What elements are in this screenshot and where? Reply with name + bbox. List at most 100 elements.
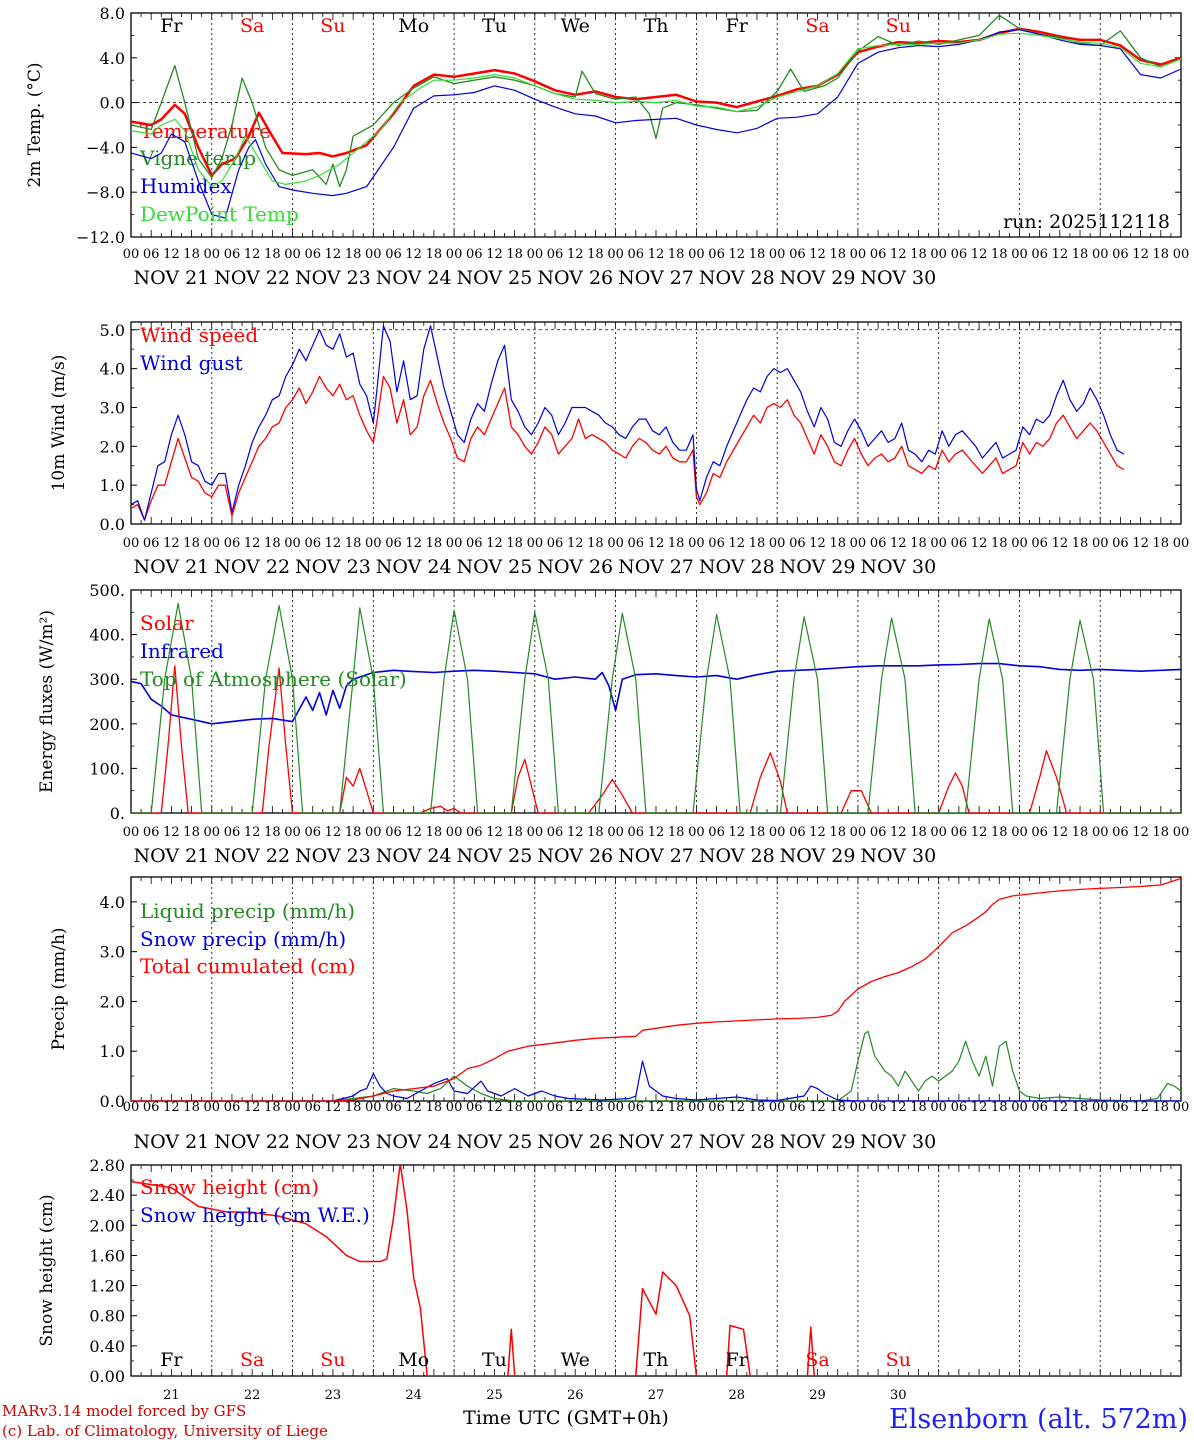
- precip-hour-label: 12: [971, 1100, 988, 1115]
- energy-date-label: NOV 29: [780, 845, 856, 867]
- temp-hour-label: 00: [607, 247, 624, 262]
- day-number: 29: [809, 1388, 826, 1403]
- day-name-top: Su: [886, 15, 911, 37]
- precip-hour-label: 18: [264, 1100, 281, 1115]
- energy-hour-label: 00: [123, 825, 140, 840]
- temp-ytick-label: 4.0: [100, 49, 125, 68]
- energy-series-infrared: [131, 662, 1181, 725]
- energy-hour-label: 18: [1072, 825, 1089, 840]
- panel-wind: 0.0 1.0 2.0 3.0 4.0 5.0 10m Wind (m/s) Wind spe…: [49, 321, 1189, 578]
- wind-hour-label: 18: [749, 536, 766, 551]
- temp-ytick-label: −8.0: [86, 183, 125, 202]
- temp-hour-label: 00: [446, 247, 463, 262]
- temp-ytick-label: −12.0: [76, 228, 125, 247]
- wind-frame: [130, 321, 1182, 525]
- wind-hour-label: 00: [203, 536, 220, 551]
- wind-hour-label: 06: [789, 536, 806, 551]
- temp-series-dewpoint-temp: [131, 32, 1181, 188]
- day-number: 30: [890, 1388, 907, 1403]
- energy-hour-label: 18: [749, 825, 766, 840]
- wind-hour-label: 06: [304, 536, 321, 551]
- wind-hour-label: 06: [628, 536, 645, 551]
- energy-hour-label: 12: [244, 825, 261, 840]
- energy-legend-item: Top of Atmosphere (Solar): [140, 667, 407, 691]
- wind-hour-label: 12: [244, 536, 261, 551]
- wind-date-label: NOV 30: [860, 556, 936, 578]
- day-name-bottom: Su: [320, 1349, 345, 1371]
- wind-hour-label: 00: [688, 536, 705, 551]
- precip-hour-label: 06: [628, 1100, 645, 1115]
- precip-hour-label: 18: [991, 1100, 1008, 1115]
- precip-hour-label: 18: [1153, 1100, 1170, 1115]
- energy-hour-label: 18: [506, 825, 523, 840]
- energy-hour-label: 00: [365, 825, 382, 840]
- energy-date-label: NOV 30: [860, 845, 936, 867]
- snow-legend-item: Snow height (cm): [140, 1175, 319, 1199]
- temp-ytick-label: 0.0: [100, 94, 125, 113]
- temp-date-label: NOV 23: [295, 267, 371, 289]
- energy-hour-label: 00: [203, 825, 220, 840]
- temp-hour-label: 06: [466, 247, 483, 262]
- precip-date-label: NOV 23: [295, 1131, 371, 1153]
- precip-date-label: NOV 29: [780, 1131, 856, 1153]
- energy-hour-label: 18: [668, 825, 685, 840]
- precip-hour-label: 12: [405, 1100, 422, 1115]
- energy-hour-label: 00: [688, 825, 705, 840]
- wind-hour-label: 12: [486, 536, 503, 551]
- precip-hour-label: 18: [829, 1100, 846, 1115]
- panel-snow: 0.00 0.40 0.80 1.20 1.60 2.00 2.40 2.80 Snow hei…: [37, 1156, 1182, 1386]
- wind-hour-label: 18: [426, 536, 443, 551]
- footer-credit: (c) Lab. of Climatology, University of L…: [2, 1422, 328, 1440]
- wind-hour-label: 06: [1112, 536, 1129, 551]
- precip-hour-label: 12: [1052, 1100, 1069, 1115]
- panel-precip: 0.0 1.0 2.0 3.0 4.0 Precip (mm/h) Liquid preci…: [49, 876, 1189, 1153]
- precip-hour-label: 12: [648, 1100, 665, 1115]
- day-number: 23: [325, 1388, 342, 1403]
- precip-hour-label: 18: [910, 1100, 927, 1115]
- temp-date-label: NOV 28: [699, 267, 775, 289]
- precip-ytick-label: 0.0: [100, 1092, 125, 1111]
- energy-hour-label: 00: [769, 825, 786, 840]
- energy-hour-label: 06: [547, 825, 564, 840]
- wind-hour-label: 18: [264, 536, 281, 551]
- wind-hour-label: 12: [325, 536, 342, 551]
- energy-hour-label: 06: [224, 825, 241, 840]
- wind-hour-label: 12: [890, 536, 907, 551]
- wind-hour-label: 06: [951, 536, 968, 551]
- energy-date-label: NOV 28: [699, 845, 775, 867]
- temp-hour-label: 00: [527, 247, 544, 262]
- day-name-top: Fr: [160, 15, 183, 37]
- precip-hour-label: 12: [325, 1100, 342, 1115]
- wind-hour-label: 00: [365, 536, 382, 551]
- energy-ytick-label: 300.: [89, 670, 125, 689]
- snow-ytick-label: 0.80: [89, 1307, 125, 1326]
- wind-hour-label: 06: [385, 536, 402, 551]
- energy-hour-label: 12: [405, 825, 422, 840]
- wind-hour-label: 00: [284, 536, 301, 551]
- panel-energy: 0. 100. 200. 300. 400. 500. Energy fluxes (W/m…: [37, 581, 1189, 867]
- wind-hour-label: 00: [1011, 536, 1028, 551]
- wind-series-wind-speed: [131, 375, 1125, 521]
- energy-date-label: NOV 22: [214, 845, 290, 867]
- day-name-top: We: [561, 15, 590, 37]
- energy-hour-label: 18: [426, 825, 443, 840]
- energy-hour-label: 18: [587, 825, 604, 840]
- energy-hour-label: 00: [284, 825, 301, 840]
- precip-hour-label: 06: [304, 1100, 321, 1115]
- day-name-bottom: Tu: [482, 1349, 507, 1371]
- temp-hour-label: 12: [890, 247, 907, 262]
- day-name-bottom: Su: [886, 1349, 911, 1371]
- precip-date-label: NOV 26: [537, 1131, 613, 1153]
- energy-hour-label: 00: [850, 825, 867, 840]
- energy-hour-label: 12: [486, 825, 503, 840]
- temp-hour-label: 06: [1112, 247, 1129, 262]
- temp-hour-label: 06: [1031, 247, 1048, 262]
- wind-hour-label: 12: [567, 536, 584, 551]
- energy-ytick-label: 100.: [89, 759, 125, 778]
- precip-hour-label: 06: [1112, 1100, 1129, 1115]
- wind-hour-label: 18: [1153, 536, 1170, 551]
- precip-hour-label: 12: [1132, 1100, 1149, 1115]
- snow-ytick-label: 0.00: [89, 1367, 125, 1386]
- precip-ytick-label: 3.0: [100, 943, 125, 962]
- energy-hour-label: 06: [1112, 825, 1129, 840]
